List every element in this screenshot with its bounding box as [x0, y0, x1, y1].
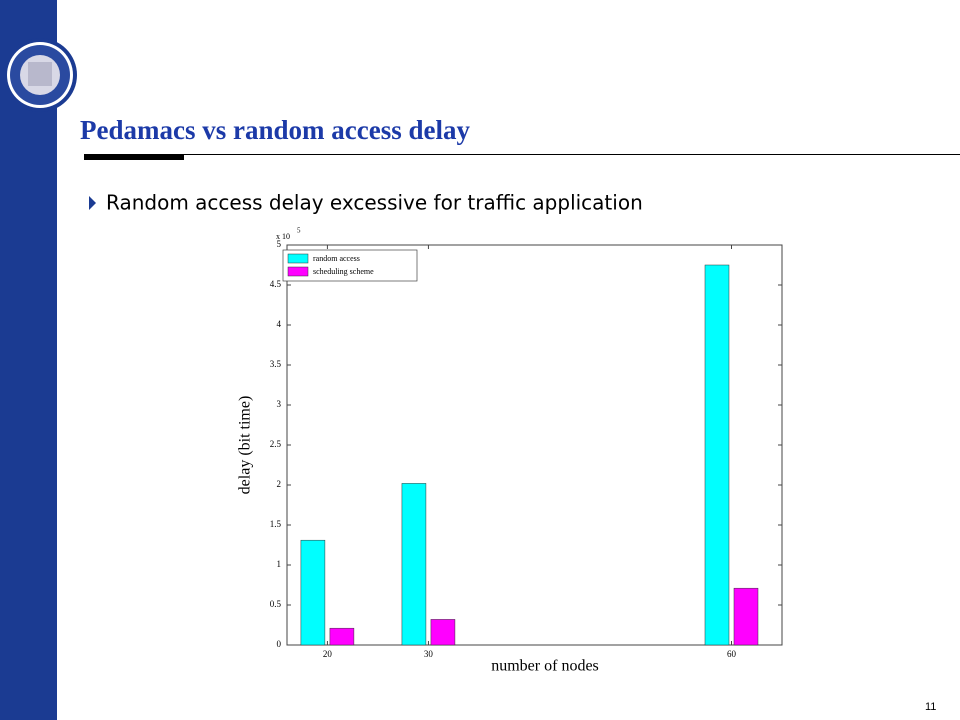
- legend-swatch: [287, 253, 309, 264]
- y-tick-label: 2: [277, 479, 282, 489]
- y-tick-label: 0: [277, 639, 282, 649]
- side-bar: [0, 0, 57, 720]
- y-tick-label: 5: [277, 239, 282, 249]
- bar: [733, 587, 759, 646]
- bar: [704, 264, 730, 646]
- y-tick-label: 0.5: [270, 599, 282, 609]
- y-tick-label: 3: [277, 399, 282, 409]
- legend-label: random access: [313, 254, 360, 263]
- page-number: 11: [925, 701, 936, 713]
- y-scale-exponent: 5: [297, 227, 301, 235]
- x-tick-label: 20: [323, 649, 333, 659]
- legend-swatch: [287, 266, 309, 277]
- x-tick-label: 60: [727, 649, 737, 659]
- legend-label: scheduling scheme: [313, 267, 374, 276]
- bar: [430, 619, 456, 646]
- y-tick-label: 2.5: [270, 439, 282, 449]
- y-tick-label: 3.5: [270, 359, 282, 369]
- y-tick-label: 1: [277, 559, 282, 569]
- y-tick-label: 4: [277, 319, 282, 329]
- bar: [300, 539, 326, 646]
- y-axis-label: delay (bit time): [237, 396, 254, 495]
- y-scale-label: x 10: [276, 232, 290, 241]
- x-tick-label: 30: [424, 649, 434, 659]
- slide-title: Pedamacs vs random access delay: [80, 115, 470, 145]
- title-rule-thick: [84, 154, 184, 160]
- bar: [329, 627, 355, 646]
- x-axis-label: number of nodes: [491, 658, 599, 675]
- bar: [401, 483, 427, 646]
- bullet-text: Random access delay excessive for traffi…: [106, 191, 643, 215]
- bullet-icon: [89, 196, 96, 210]
- y-tick-label: 4.5: [270, 279, 282, 289]
- logo: [3, 38, 77, 112]
- y-tick-label: 1.5: [270, 519, 282, 529]
